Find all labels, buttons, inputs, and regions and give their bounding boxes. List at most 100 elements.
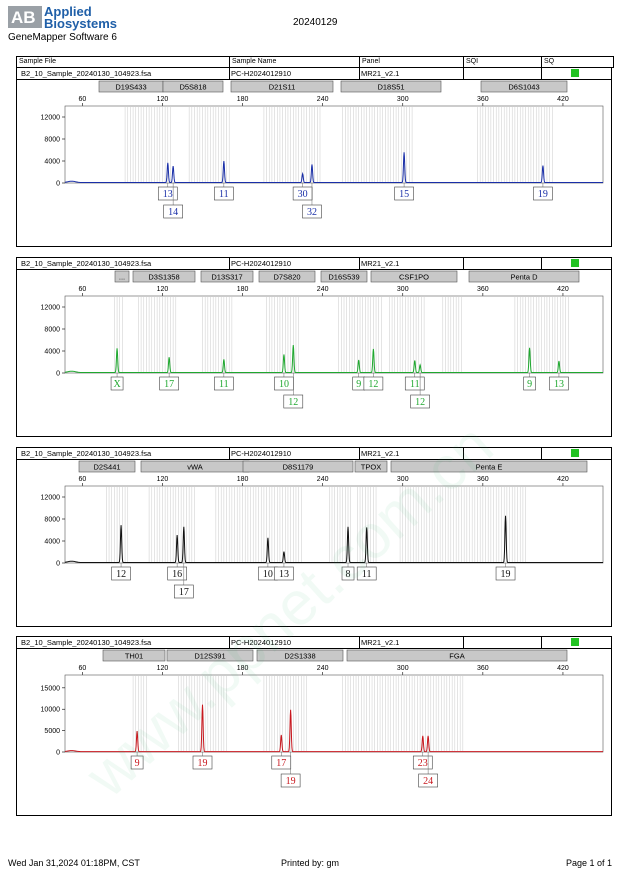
allele-call-label: 19 — [501, 569, 511, 580]
y-tick-label: 8000 — [44, 327, 60, 334]
y-tick-label: 12000 — [41, 495, 61, 502]
x-tick-label: 300 — [397, 665, 409, 672]
panel-value: MR21_v2.1 — [361, 69, 400, 78]
ab-logo-icon: AB — [8, 6, 42, 28]
allele-call-label: 10 — [263, 569, 273, 580]
x-tick-label: 240 — [317, 96, 329, 103]
allele-call-box — [356, 566, 377, 581]
panel-value: MR21_v2.1 — [361, 638, 400, 647]
sample-info-row: B2_10_Sample_20240130_104923.fsa PC-H2024… — [17, 448, 611, 460]
info-column-divider — [359, 258, 360, 269]
signal-trace — [64, 345, 603, 374]
x-tick-label: 120 — [157, 476, 169, 483]
info-column-divider — [463, 68, 464, 79]
x-tick-label: 240 — [317, 476, 329, 483]
electropherogram-panel-green: B2_10_Sample_20240130_104923.fsa PC-H2024… — [16, 257, 612, 437]
marker-label: D19S433 — [115, 83, 146, 92]
allele-call-label: 9 — [135, 758, 140, 769]
marker-label: D12S391 — [194, 652, 225, 661]
allele-call-label: 8 — [346, 569, 351, 580]
applied-biosystems-logo: AB Applied Biosystems — [8, 5, 118, 32]
allele-call-label: 13 — [554, 379, 564, 390]
x-tick-label: 360 — [477, 476, 489, 483]
y-tick-label: 12000 — [41, 305, 61, 312]
marker-bin-box — [320, 270, 368, 283]
info-column-divider — [229, 448, 230, 459]
x-tick-label: 180 — [237, 286, 249, 293]
marker-label: D2S1338 — [284, 652, 315, 661]
sample-file-value: B2_10_Sample_20240130_104923.fsa — [21, 638, 152, 647]
allele-call-box — [549, 376, 569, 391]
marker-label: vWA — [187, 463, 203, 472]
info-column-divider — [463, 637, 464, 648]
column-header-sample-file: Sample File — [19, 58, 56, 65]
signal-trace — [64, 515, 603, 564]
signal-trace — [64, 704, 603, 753]
x-tick-label: 60 — [78, 286, 86, 293]
x-tick-label: 180 — [237, 476, 249, 483]
svg-text:AB: AB — [11, 8, 36, 27]
allele-call-label: 32 — [307, 207, 317, 218]
y-tick-label: 10000 — [41, 707, 61, 714]
marker-label: D2S441 — [93, 463, 120, 472]
marker-bin-box — [200, 270, 254, 283]
electropherogram-panel-blue: B2_10_Sample_20240130_104923.fsa PC-H2024… — [16, 67, 612, 247]
allele-call-box — [394, 186, 414, 201]
marker-bin-box — [340, 80, 442, 93]
x-tick-label: 60 — [78, 665, 86, 672]
sample-name-value: PC-H2024012910 — [231, 259, 292, 268]
x-tick-label: 360 — [477, 96, 489, 103]
info-column-divider — [359, 448, 360, 459]
allele-call-label: 30 — [298, 189, 308, 200]
x-tick-label: 180 — [237, 96, 249, 103]
allele-call-box — [111, 566, 131, 581]
allele-call-box — [163, 204, 183, 219]
allele-call-box — [167, 566, 187, 581]
allele-call-box — [418, 773, 438, 788]
y-tick-label: 0 — [56, 371, 60, 378]
allele-call-label: 12 — [415, 397, 425, 408]
allele-call-label: 14 — [168, 207, 178, 218]
allele-call-box — [214, 376, 234, 391]
allele-call-label: 9 — [356, 379, 361, 390]
x-tick-label: 300 — [397, 96, 409, 103]
info-column-divider — [541, 68, 542, 79]
plot-frame — [64, 674, 604, 753]
allele-call-label: 19 — [286, 776, 296, 787]
allele-call-box — [302, 204, 322, 219]
info-column-divider — [541, 637, 542, 648]
column-header-sq: SQ — [541, 57, 613, 67]
allele-call-label: 19 — [538, 189, 548, 200]
marker-bin-box — [390, 460, 588, 473]
marker-bin-box — [162, 80, 224, 93]
column-header-panel: Panel — [359, 57, 463, 67]
allele-call-box — [274, 566, 294, 581]
electropherogram-chart: ... D3S1358 D13S317 D7S820 D16S539 CSF1PO Pent… — [41, 270, 604, 409]
panel-value: MR21_v2.1 — [361, 259, 400, 268]
allele-call-box — [280, 773, 301, 788]
marker-label: D3S1358 — [148, 273, 179, 282]
marker-label: Penta D — [510, 273, 538, 282]
marker-label: D5S818 — [179, 83, 206, 92]
plot-frame — [64, 485, 604, 564]
sample-name-value: PC-H2024012910 — [231, 449, 292, 458]
allele-call-box — [363, 376, 384, 391]
info-column-divider — [463, 258, 464, 269]
sample-info-row: B2_10_Sample_20240130_104923.fsa PC-H2024… — [17, 258, 611, 270]
marker-bin-box — [166, 649, 254, 662]
marker-label: D21S11 — [269, 83, 296, 92]
y-tick-label: 5000 — [44, 728, 60, 735]
marker-label: TPOX — [361, 463, 381, 472]
allele-call-box — [410, 394, 430, 409]
x-tick-label: 420 — [557, 96, 569, 103]
x-tick-label: 300 — [397, 476, 409, 483]
marker-label: FGA — [449, 652, 464, 661]
marker-label: D8S1179 — [283, 463, 314, 472]
x-tick-label: 120 — [157, 286, 169, 293]
marker-bin-box — [346, 649, 568, 662]
allele-call-box — [110, 376, 124, 391]
x-tick-label: 360 — [477, 665, 489, 672]
x-tick-label: 60 — [78, 476, 86, 483]
info-column-divider — [541, 258, 542, 269]
info-column-divider — [541, 448, 542, 459]
